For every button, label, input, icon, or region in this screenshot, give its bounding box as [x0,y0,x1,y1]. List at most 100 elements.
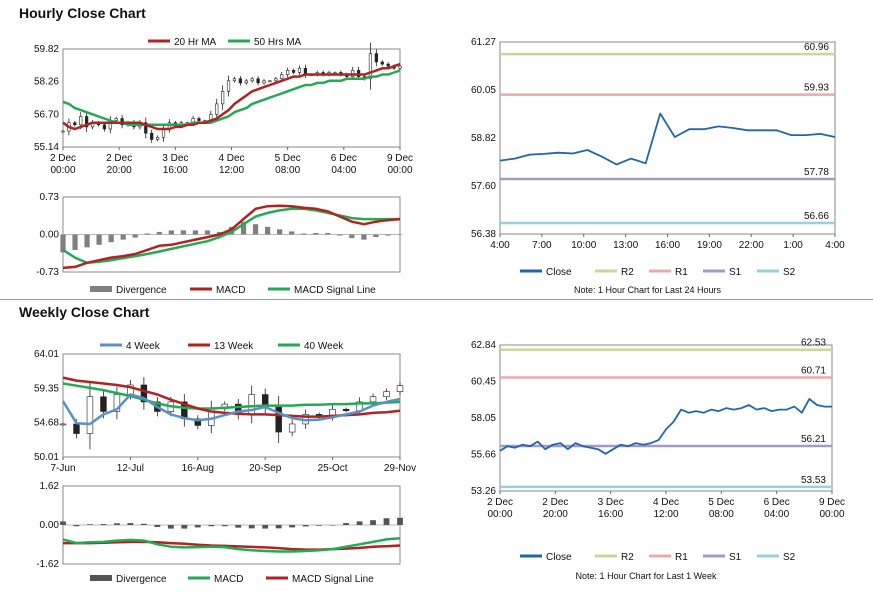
weekly-macd-ytick: -1.62 [36,559,59,570]
hourly-divergence-bar [240,221,247,235]
hourly-price-candle [197,118,201,121]
hourly-divergence-bar [156,231,162,235]
weekly-price-candle [194,418,202,426]
weekly-price-candle [288,423,296,433]
legend-r1-label: R1 [675,267,688,278]
weekly-1w-xtick: 4 Dec [653,497,679,508]
weekly-divergence-bar [114,523,120,525]
hourly-price-xtick: 6 Dec [331,153,357,164]
weekly-price-candle [342,408,350,412]
level-r2-label: 60.96 [804,42,829,53]
hourly-macd-line [62,204,401,270]
hourly-price-candle [262,80,266,84]
hourly-24h-xtick: 7:00 [532,240,552,251]
hourly-24h-xtick: 19:00 [697,240,722,251]
hourly-divergence-bar [301,233,307,235]
hourly-signal-line [62,207,400,265]
legend-r2-label: R2 [621,267,634,278]
weekly_1w-ytick: 62.84 [471,340,496,351]
hourly-price-xtick: 00:00 [387,165,412,176]
legend-s2-label: S2 [783,552,796,563]
weekly-macd-ytick: 1.62 [40,481,60,492]
legend-divergence-label: Divergence [116,574,167,585]
legend-signal-label: MACD Signal Line [294,285,376,296]
hourly-price-candle [114,118,118,121]
hourly-price-candle [150,132,154,140]
weekly-divergence-bar [370,520,376,525]
weekly-divergence-bar [60,521,66,525]
weekly-divergence-bar [316,525,323,526]
level-r1-label: 60.71 [801,365,826,376]
legend-s1-label: S1 [729,267,742,278]
hourly_24h-ytick: 60.05 [471,85,496,96]
weekly-divergence-bar [100,524,107,525]
plot-frame [499,344,833,492]
hourly-macd-ytick: -0.73 [36,267,59,278]
hourly-price-candle [398,65,402,69]
hourly-divergence-bar [289,231,295,235]
hourly-price-candle [268,80,272,83]
weekly-price-ytick: 54.68 [34,418,59,429]
weekly-1w-xtick: 16:00 [598,509,623,520]
weekly-price-chart: 64.01 59.35 54.68 50.017-Jun 12-Jul 16-Aug 20-… [34,341,416,474]
weekly_1w-ytick: 58.05 [471,413,496,424]
legend-s1-label: S1 [729,552,742,563]
weekly-1w-xtick: 2 Dec [542,497,568,508]
weekly-macd-ytick: 0.00 [40,520,60,531]
legend-week13-label: 13 Week [214,341,254,352]
hourly-divergence-bar [385,234,391,236]
weekly-divergence-bar [302,525,309,527]
weekly-divergence-bar [194,525,201,528]
hourly-divergence-bar [72,234,78,250]
hourly-divergence-bar [180,230,186,235]
hourly-price-candle [215,103,219,115]
weekly-divergence-bar [167,525,174,529]
legend-macd-label: MACD [216,285,245,296]
weekly-divergence-bar [356,521,363,525]
hourly-divergence-bar [192,230,199,235]
hourly-divergence-bar [132,234,138,238]
weekly-divergence-bar [262,525,269,529]
hourly-divergence-bar [373,234,379,238]
week40-line [62,382,401,410]
hourly-divergence-bar [277,229,283,235]
level-s1-label: 56.21 [801,434,826,445]
hourly-price-candle [79,116,83,126]
weekly-price-candle [383,391,390,398]
hourly-divergence-bar [96,234,102,245]
weekly-price-candle [73,423,80,434]
weekly-price-xtick: 29-Nov [384,463,416,474]
hourly-price-ytick: 59.82 [34,44,59,55]
weekly-divergence-bar [275,525,282,529]
legend-close-label: Close [546,552,572,563]
hourly-price-candle [155,137,160,140]
weekly-price-candle [113,394,121,412]
hourly-price-candle [368,53,373,80]
hourly-price-candle [386,63,390,67]
hourly-price-xtick: 12:00 [219,165,244,176]
hourly-price-candle [244,80,248,84]
hourly-price-xtick: 04:00 [331,165,356,176]
hourly-divergence-bar [60,234,66,253]
chart-note: Note: 1 Hour Chart for Last 24 Hours [574,285,722,295]
hourly-price-candle [238,78,242,84]
weekly_1w-ytick: 60.45 [471,377,496,388]
legend-ma20-label: 20 Hr MA [174,37,217,48]
hourly-divergence-bar [349,234,355,239]
weekly-1w-xtick: 2 Dec [487,497,513,508]
hourly-divergence-bar [168,230,174,235]
hourly-24h-xtick: 4:00 [825,240,845,251]
hourly-divergence-bar [144,233,150,235]
weekly-divergence-bar [221,525,228,527]
weekly-price-candle [100,396,107,412]
hourly-24h-xtick: 16:00 [655,240,680,251]
weekly-price-xtick: 7-Jun [50,463,75,474]
hourly-divergence-bar [204,230,211,235]
weekly_1w-ytick: 53.26 [471,486,496,497]
weekly-divergence-bar [127,523,134,525]
hourly-price-xtick: 2 Dec [50,153,76,164]
plot-frame [62,353,401,458]
legend-r2-label: R2 [621,552,634,563]
level-s1-label: 57.78 [804,167,829,178]
